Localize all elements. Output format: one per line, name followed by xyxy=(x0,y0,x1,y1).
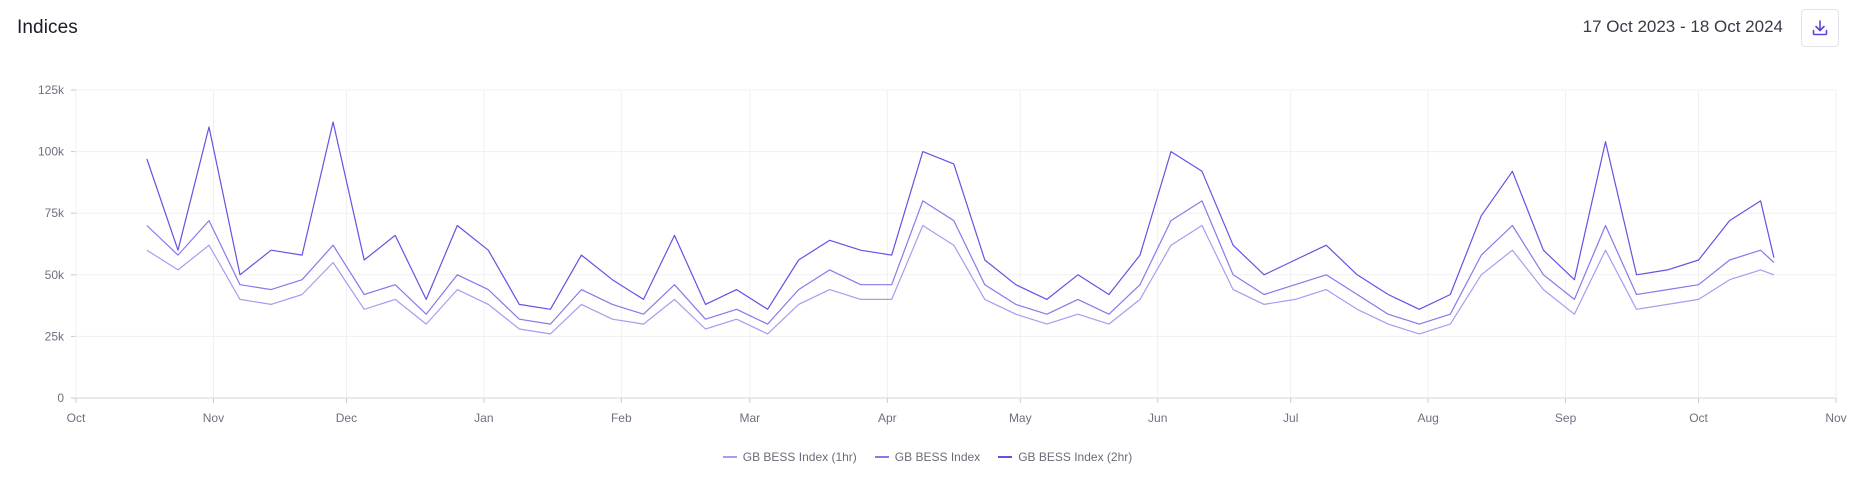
x-tick-label: Oct xyxy=(67,411,86,425)
legend-item-1[interactable]: GB BESS Index (1hr) xyxy=(722,450,857,464)
y-tick-label: 0 xyxy=(57,391,64,405)
legend-swatch xyxy=(998,456,1013,458)
x-tick-label: Aug xyxy=(1417,411,1438,425)
series-line-3 xyxy=(146,121,1775,310)
y-tick-label: 125k xyxy=(38,83,65,97)
x-tick-label: Mar xyxy=(740,411,761,425)
legend-label: GB BESS Index xyxy=(894,450,981,464)
x-tick-label: Jun xyxy=(1148,411,1167,425)
x-tick-label: Jan xyxy=(474,411,493,425)
date-range-selector[interactable]: 17 Oct 2023 - 18 Oct 2024 xyxy=(1582,17,1783,36)
line-chart: 0 25k 50k 75k 100k 125k Oct Nov Dec Jan Feb Mar Apr M… xyxy=(38,83,1847,425)
legend-label: GB BESS Index (2hr) xyxy=(1018,450,1133,464)
x-tick-label: Oct xyxy=(1689,411,1708,425)
header: Indices 17 Oct 2023 - 18 Oct 2024 xyxy=(0,0,1855,58)
x-tick-label: May xyxy=(1009,411,1032,425)
download-button[interactable] xyxy=(1801,9,1839,47)
download-icon xyxy=(1812,20,1828,36)
y-tick-label: 75k xyxy=(45,206,65,220)
x-tick-label: Nov xyxy=(1825,411,1846,425)
page-title: Indices xyxy=(17,17,78,38)
y-tick-label: 50k xyxy=(45,268,65,282)
x-tick-label: Apr xyxy=(878,411,897,425)
x-tick-label: Sep xyxy=(1555,411,1577,425)
x-tick-label: Feb xyxy=(611,411,632,425)
x-tick-label: Jul xyxy=(1283,411,1298,425)
chart-legend: GB BESS Index (1hr) GB BESS Index GB BESS … xyxy=(0,450,1855,464)
legend-swatch xyxy=(722,456,737,458)
x-tick-label: Nov xyxy=(203,411,224,425)
legend-swatch xyxy=(874,456,889,458)
legend-item-3[interactable]: GB BESS Index (2hr) xyxy=(998,450,1132,464)
legend-item-2[interactable]: GB BESS Index xyxy=(874,450,981,464)
series-line-1 xyxy=(146,224,1775,335)
y-tick-label: 25k xyxy=(45,329,65,343)
legend-label: GB BESS Index (1hr) xyxy=(742,450,857,464)
series-line-2 xyxy=(146,200,1775,325)
y-tick-label: 100k xyxy=(38,145,65,159)
x-tick-label: Dec xyxy=(336,411,357,425)
